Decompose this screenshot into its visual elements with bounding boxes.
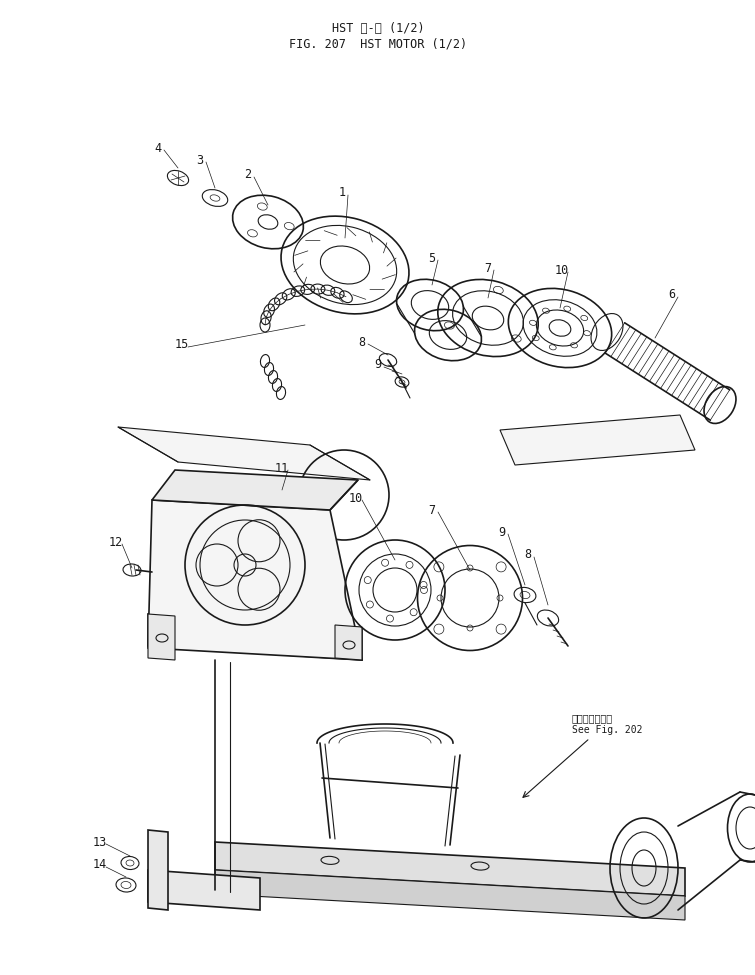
Polygon shape xyxy=(500,415,695,465)
Polygon shape xyxy=(152,470,358,510)
Polygon shape xyxy=(148,830,168,910)
Text: See Fig. 202: See Fig. 202 xyxy=(572,725,643,735)
Polygon shape xyxy=(215,842,685,896)
Text: 2: 2 xyxy=(245,169,251,181)
Text: 7: 7 xyxy=(428,503,436,517)
Polygon shape xyxy=(148,614,362,660)
Text: 13: 13 xyxy=(93,836,107,848)
Text: HST モ-タ (1/2): HST モ-タ (1/2) xyxy=(331,21,424,34)
Text: 11: 11 xyxy=(275,461,289,475)
Text: 3: 3 xyxy=(196,153,204,167)
Text: 14: 14 xyxy=(93,859,107,872)
Text: 10: 10 xyxy=(349,491,363,504)
Polygon shape xyxy=(148,614,175,660)
Polygon shape xyxy=(335,625,362,660)
Text: 9: 9 xyxy=(374,359,381,371)
Text: 4: 4 xyxy=(155,141,162,154)
Text: 第２０２図参照: 第２０２図参照 xyxy=(572,713,613,723)
Text: 8: 8 xyxy=(359,335,365,348)
Text: FIG. 207  HST MOTOR (1/2): FIG. 207 HST MOTOR (1/2) xyxy=(289,37,467,51)
Text: 15: 15 xyxy=(175,338,189,352)
Text: 1: 1 xyxy=(338,186,346,200)
Polygon shape xyxy=(148,870,260,910)
Polygon shape xyxy=(118,427,370,480)
Text: 9: 9 xyxy=(498,526,506,538)
Text: 6: 6 xyxy=(668,289,676,301)
Text: 7: 7 xyxy=(485,261,492,275)
Text: 12: 12 xyxy=(109,535,123,549)
Text: 10: 10 xyxy=(555,263,569,277)
Text: 8: 8 xyxy=(525,549,532,562)
Polygon shape xyxy=(148,500,362,660)
Text: 5: 5 xyxy=(428,252,436,264)
Polygon shape xyxy=(215,870,685,920)
